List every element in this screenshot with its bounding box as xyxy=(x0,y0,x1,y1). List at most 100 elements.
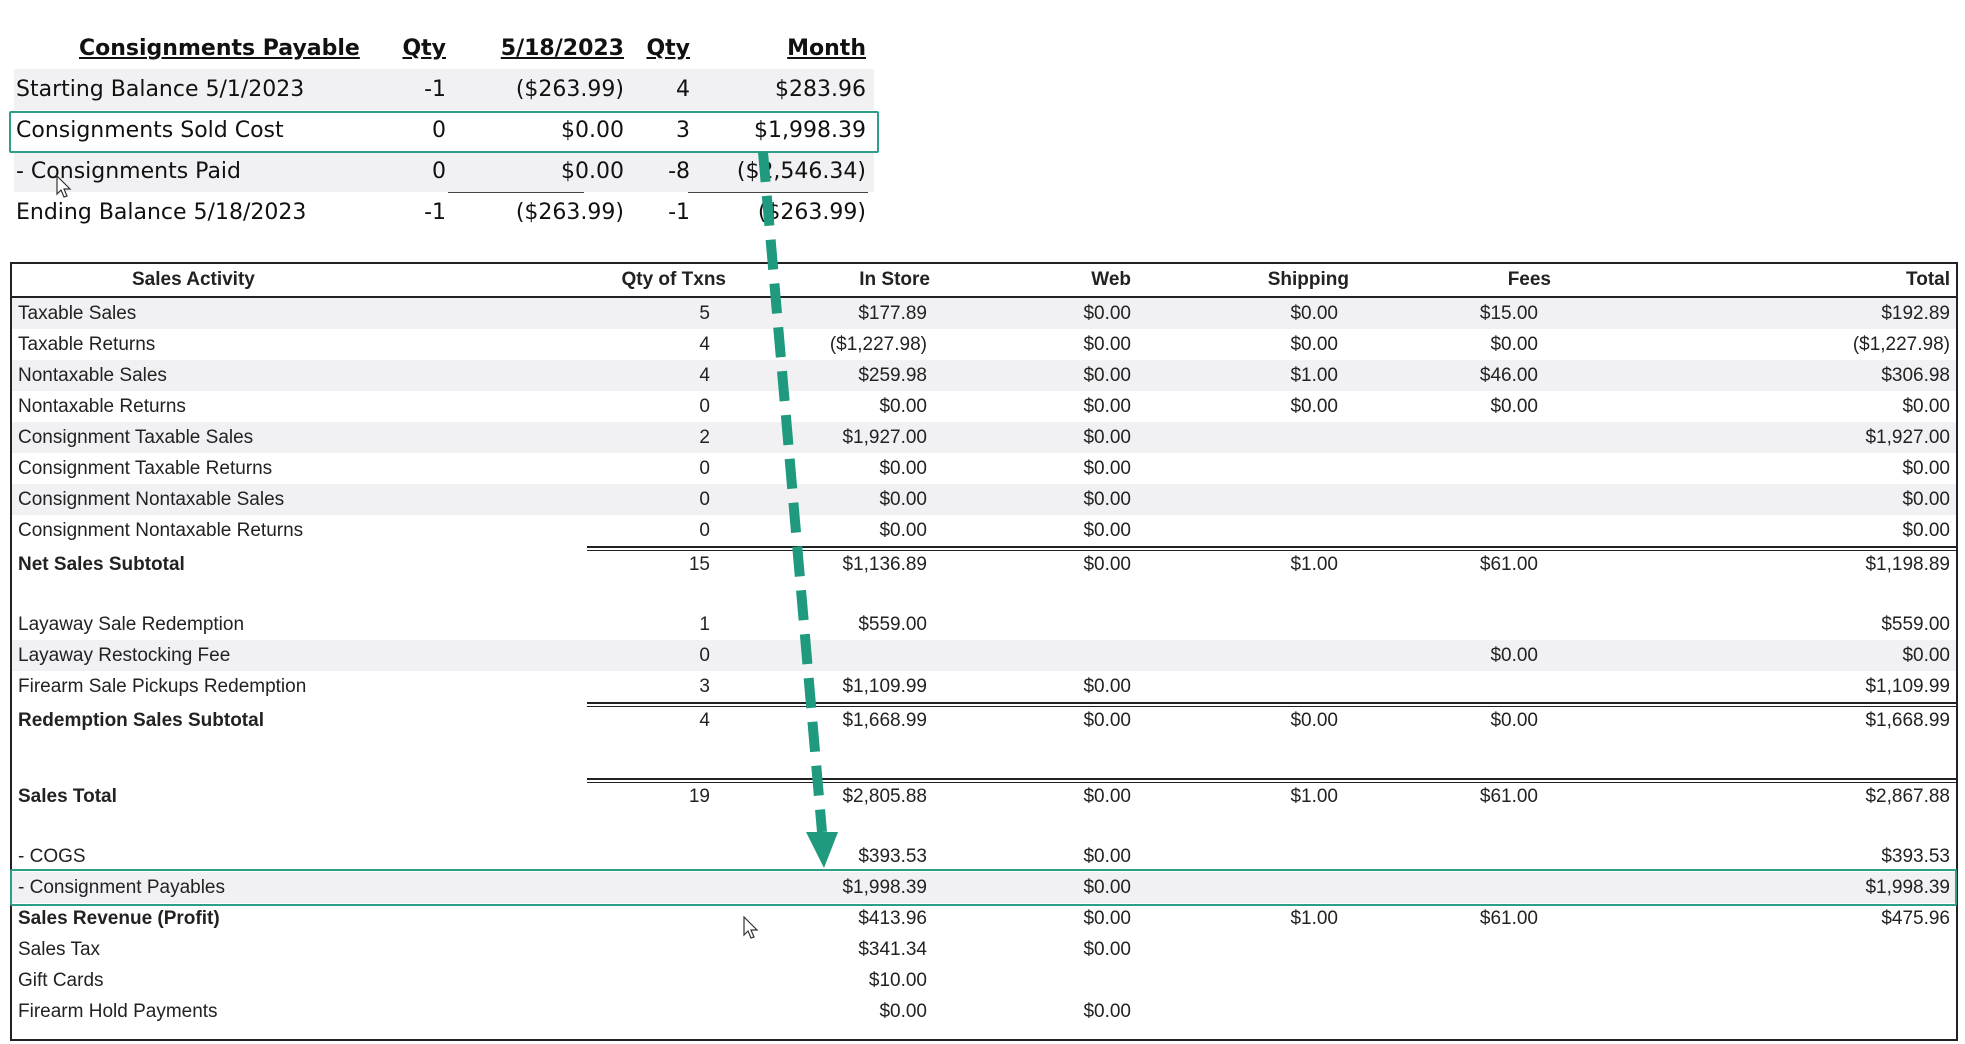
sa-row: Consignment Taxable Returns 0 $0.00 $0.00 $0… xyxy=(12,453,1956,484)
sa-row-instore: $10.00 xyxy=(868,970,927,991)
sa-row: - COGS $393.53 $0.00 $393.53 xyxy=(12,841,1956,872)
sa-row-instore: $2,805.88 xyxy=(842,786,927,807)
sa-row-web: $0.00 xyxy=(1083,846,1131,867)
sa-row-web: $0.00 xyxy=(1083,939,1131,960)
sa-row-web: $0.00 xyxy=(1083,489,1131,510)
sa-row-instore: $1,998.39 xyxy=(842,877,927,898)
sa-row-label: Taxable Returns xyxy=(18,334,156,355)
sa-row-qty: 1 xyxy=(699,614,710,635)
sa-row-ship: $1.00 xyxy=(1290,365,1338,386)
sa-row-web: $0.00 xyxy=(1083,786,1131,807)
subtotal-double-rule xyxy=(587,546,1956,551)
sa-row-total: $559.00 xyxy=(1881,614,1950,635)
cp-header-label: Consignments Payable xyxy=(79,36,360,61)
sa-row-total: $1,927.00 xyxy=(1865,427,1950,448)
cp-row-amt: ($263.99) xyxy=(515,200,624,225)
sa-row-web: $0.00 xyxy=(1083,676,1131,697)
cp-row-qty2: -8 xyxy=(668,159,690,184)
sa-row-label: Sales Tax xyxy=(18,939,101,960)
sa-row-label: Consignment Taxable Returns xyxy=(18,458,273,479)
cp-row-month: ($263.99) xyxy=(757,200,866,225)
sa-row-fees: $61.00 xyxy=(1479,908,1538,929)
consignments-payable-table: Consignments Payable Qty 5/18/2023 Qty M… xyxy=(14,28,874,233)
sa-row-label: - Consignment Payables xyxy=(18,877,225,898)
sa-row-total: $1,668.99 xyxy=(1865,710,1950,731)
cp-row-amt: ($263.99) xyxy=(515,77,624,102)
sa-header-total: Total xyxy=(1906,269,1950,290)
sa-row-fees: $15.00 xyxy=(1479,303,1538,324)
sa-row-web: $0.00 xyxy=(1083,1001,1131,1022)
sa-row-qty: 4 xyxy=(699,710,710,731)
cp-sum-rule xyxy=(688,192,868,193)
sa-row-label: Nontaxable Returns xyxy=(18,396,186,417)
mouse-cursor-icon xyxy=(56,175,72,198)
sa-row-total: $0.00 xyxy=(1902,520,1950,541)
sa-header-qty: Qty of Txns xyxy=(621,269,726,290)
sa-row-total: $393.53 xyxy=(1881,846,1950,867)
sa-row: Firearm Sale Pickups Redemption 3 $1,109.9… xyxy=(12,671,1956,702)
sa-row-label: Sales Total xyxy=(18,786,117,807)
sa-row-label: Redemption Sales Subtotal xyxy=(18,710,264,731)
sa-row-qty: 0 xyxy=(699,396,710,417)
sa-row: Taxable Returns 4 ($1,227.98) $0.00 $0.00 $0.… xyxy=(12,329,1956,360)
cp-row-qty1: -1 xyxy=(424,200,446,225)
cp-header-date: 5/18/2023 xyxy=(500,36,624,61)
sa-row-qty: 2 xyxy=(699,427,710,448)
sa-row: Sales Revenue (Profit) $413.96 $0.00 $1.00 $… xyxy=(12,903,1956,934)
cp-row-qty2: 4 xyxy=(676,77,690,102)
sa-row-instore: $259.98 xyxy=(858,365,927,386)
sa-body: Taxable Sales 5 $177.89 $0.00 $0.00 $15.00 $19… xyxy=(12,298,1956,1027)
sa-row-fees: $0.00 xyxy=(1490,334,1538,355)
sa-row-web: $0.00 xyxy=(1083,334,1131,355)
sa-row-instore: $1,136.89 xyxy=(842,554,927,575)
sa-row: Consignment Taxable Sales 2 $1,927.00 $0.00… xyxy=(12,422,1956,453)
sa-row-instore: $0.00 xyxy=(879,520,927,541)
sa-row-fees: $61.00 xyxy=(1479,786,1538,807)
sa-row-total: $1,998.39 xyxy=(1865,877,1950,898)
sa-row-web: $0.00 xyxy=(1083,396,1131,417)
sa-row-instore: $1,668.99 xyxy=(842,710,927,731)
cp-row-qty2: 3 xyxy=(676,118,690,143)
cp-header-row: Consignments Payable Qty 5/18/2023 Qty M… xyxy=(14,28,874,69)
sa-row-qty: 19 xyxy=(688,786,710,807)
sa-row-label: Layaway Restocking Fee xyxy=(18,645,231,666)
sa-row: - Consignment Payables $1,998.39 $0.00 $1,9… xyxy=(12,872,1956,903)
sa-row: Sales Tax $341.34 $0.00 xyxy=(12,934,1956,965)
sa-row: Redemption Sales Subtotal 4 $1,668.99 $0.00… xyxy=(12,702,1956,738)
sa-row-fees: $0.00 xyxy=(1490,645,1538,666)
sa-header-web: Web xyxy=(1091,269,1131,290)
sa-row-ship: $0.00 xyxy=(1290,303,1338,324)
sa-row-instore: $177.89 xyxy=(858,303,927,324)
cp-header-qty1: Qty xyxy=(402,36,446,61)
sa-row-total: $306.98 xyxy=(1881,365,1950,386)
sa-row-qty: 0 xyxy=(699,458,710,479)
sa-row-ship: $0.00 xyxy=(1290,396,1338,417)
sa-row-web: $0.00 xyxy=(1083,554,1131,575)
sa-row-web: $0.00 xyxy=(1083,710,1131,731)
sa-row: Sales Total 19 $2,805.88 $0.00 $1.00 $61.00 $2… xyxy=(12,778,1956,814)
cp-header-qty2: Qty xyxy=(646,36,690,61)
sa-row-total: $1,198.89 xyxy=(1865,554,1950,575)
cp-row-qty1: -1 xyxy=(424,77,446,102)
sa-row: Nontaxable Sales 4 $259.98 $0.00 $1.00 $46.00… xyxy=(12,360,1956,391)
sa-row-label: Consignment Nontaxable Returns xyxy=(18,520,304,541)
sa-row: Consignment Nontaxable Sales 0 $0.00 $0.00 $… xyxy=(12,484,1956,515)
cp-header-month: Month xyxy=(787,36,866,61)
sa-row-instore: $0.00 xyxy=(879,396,927,417)
mouse-cursor-icon xyxy=(743,916,759,939)
sa-row-instore: $0.00 xyxy=(879,458,927,479)
sa-header-label: Sales Activity xyxy=(132,269,255,290)
sa-row-instore: $341.34 xyxy=(858,939,927,960)
cp-row-month: $1,998.39 xyxy=(754,118,866,143)
sa-row-label: Sales Revenue (Profit) xyxy=(18,908,220,929)
sa-row-instore: $0.00 xyxy=(879,489,927,510)
sa-row-web: $0.00 xyxy=(1083,458,1131,479)
sa-row-web: $0.00 xyxy=(1083,303,1131,324)
sa-row-ship: $1.00 xyxy=(1290,786,1338,807)
sa-row-label: Layaway Sale Redemption xyxy=(18,614,245,635)
sa-row-ship: $0.00 xyxy=(1290,334,1338,355)
cp-row-label: Ending Balance 5/18/2023 xyxy=(16,200,307,225)
sa-row-qty: 0 xyxy=(699,645,710,666)
sa-row-total: $1,109.99 xyxy=(1865,676,1950,697)
